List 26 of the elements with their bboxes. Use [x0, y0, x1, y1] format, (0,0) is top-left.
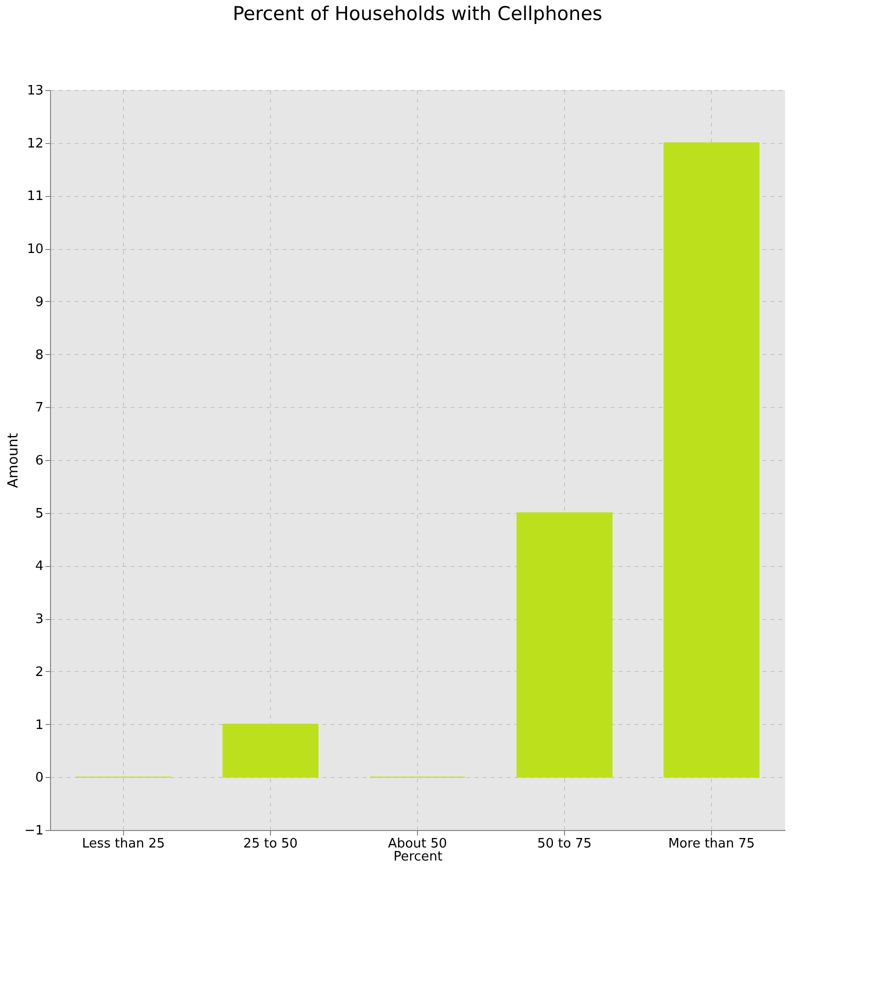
y-axis-title: Amount	[5, 432, 22, 488]
y-tick-label: 12	[26, 136, 44, 152]
x-axis-title: Percent	[394, 850, 442, 864]
y-tick-label: −1	[24, 824, 44, 838]
y-tick-label: 2	[35, 664, 44, 680]
x-tick-label: 50 to 75	[537, 836, 592, 852]
y-tick-label: 7	[35, 400, 44, 416]
y-tick-label: 10	[26, 242, 44, 258]
bar	[664, 142, 760, 778]
x-tick-label: About 50	[388, 836, 448, 852]
y-tick-label: 8	[35, 348, 44, 363]
y-tick-label: 0	[35, 770, 44, 786]
y-tick-label: 11	[26, 189, 44, 204]
x-tick-label: More than 75	[668, 836, 755, 852]
chart-title: Percent of Households with Cellphones	[232, 3, 602, 25]
y-tick-label: 1	[35, 718, 44, 733]
y-tick-label: 6	[35, 454, 44, 468]
bar	[516, 512, 612, 778]
y-tick-label: 4	[35, 559, 44, 574]
bar	[222, 724, 318, 778]
x-tick-label: Less than 25	[82, 836, 165, 852]
x-tick-label: 25 to 50	[243, 836, 298, 852]
y-tick-label: 13	[26, 84, 44, 98]
y-tick-label: 9	[35, 294, 44, 310]
y-tick-label: 5	[35, 506, 44, 522]
y-tick-label: 3	[35, 612, 44, 628]
